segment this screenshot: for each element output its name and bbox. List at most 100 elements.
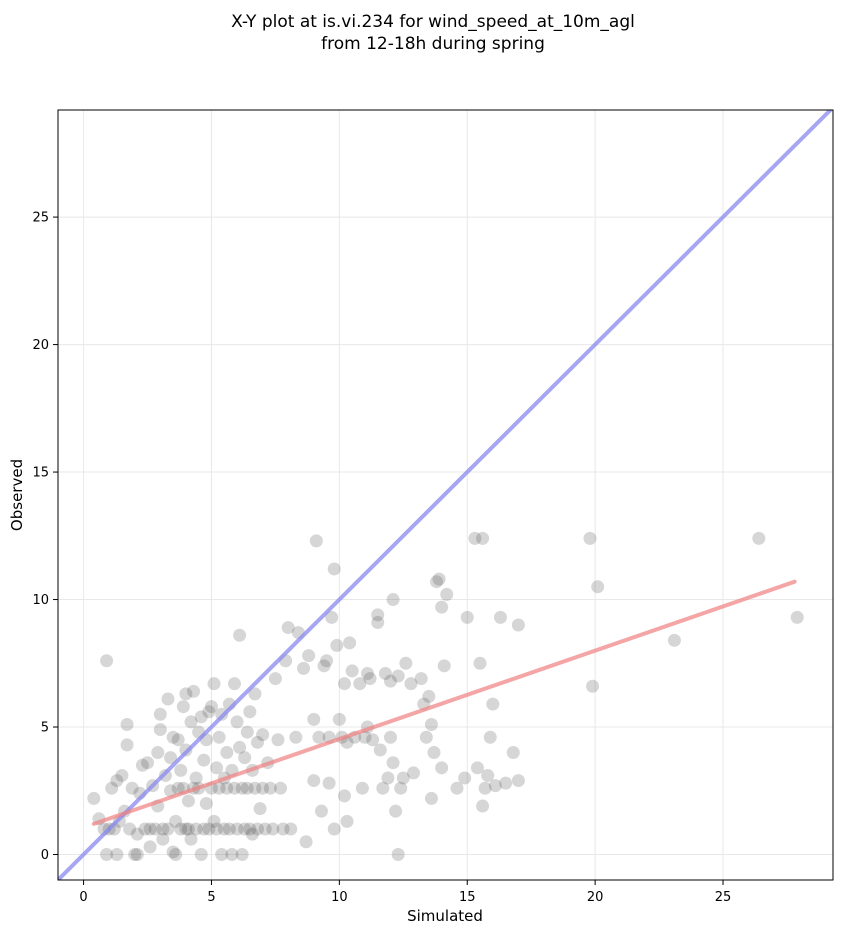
x-tick-label: 5 (207, 890, 215, 905)
data-point (87, 791, 101, 805)
data-point (399, 656, 413, 670)
data-point (386, 756, 400, 770)
data-point (251, 735, 265, 749)
data-point (187, 684, 201, 698)
data-point (222, 822, 236, 836)
data-point (215, 848, 229, 862)
y-tick-label: 10 (32, 593, 49, 608)
data-point (202, 822, 216, 836)
data-point (194, 848, 208, 862)
data-point (181, 794, 195, 808)
y-axis-label: Observed (8, 459, 26, 531)
data-point (233, 740, 247, 754)
data-point (248, 781, 262, 795)
data-point (419, 730, 433, 744)
data-point (312, 730, 326, 744)
data-point (248, 687, 262, 701)
y-tick-label: 15 (32, 466, 49, 481)
data-point (207, 814, 221, 828)
data-point (143, 822, 157, 836)
data-point (243, 822, 257, 836)
data-point (427, 746, 441, 760)
data-point (100, 848, 114, 862)
y-tick-label: 0 (41, 848, 49, 863)
plot-frame (57, 109, 834, 881)
data-point (396, 771, 410, 785)
data-point (373, 743, 387, 757)
data-point (207, 677, 221, 691)
data-point (481, 768, 495, 782)
data-point (281, 621, 295, 635)
data-point (366, 733, 380, 747)
data-point (499, 776, 513, 790)
data-point (202, 705, 216, 719)
x-tick-label: 15 (459, 890, 476, 905)
data-point (330, 638, 344, 652)
data-point (386, 593, 400, 607)
data-point (363, 672, 377, 686)
data-point (161, 822, 175, 836)
chart-title-line-1: X-Y plot at is.vi.234 for wind_speed_at_… (231, 12, 635, 32)
data-point (384, 674, 398, 688)
data-point (268, 672, 282, 686)
data-point (174, 822, 188, 836)
data-point (225, 848, 239, 862)
data-point (371, 615, 385, 629)
data-point (435, 761, 449, 775)
data-point (235, 848, 249, 862)
data-point (376, 781, 390, 795)
data-point (251, 822, 265, 836)
data-point (153, 723, 167, 737)
data-point (238, 822, 252, 836)
data-point (667, 633, 681, 647)
data-point (227, 781, 241, 795)
data-point (100, 654, 114, 668)
data-point (460, 610, 474, 624)
data-point (199, 797, 213, 811)
grid-lines (58, 110, 833, 880)
data-point (450, 781, 464, 795)
data-point (130, 827, 144, 841)
chart-title-line-2: from 12-18h during spring (321, 34, 545, 54)
data-point (164, 751, 178, 765)
data-point (437, 659, 451, 673)
data-point (583, 531, 597, 545)
data-point (493, 610, 507, 624)
data-point (430, 575, 444, 589)
data-point (327, 562, 341, 576)
data-point (591, 580, 605, 594)
data-point (337, 789, 351, 803)
data-point (179, 687, 193, 701)
data-point (217, 822, 231, 836)
data-point (171, 781, 185, 795)
data-point (240, 725, 254, 739)
data-point (488, 779, 502, 793)
data-point (230, 715, 244, 729)
data-point (476, 799, 490, 813)
data-point (263, 781, 277, 795)
data-point (468, 531, 482, 545)
data-point (176, 700, 190, 714)
data-point (343, 636, 357, 650)
data-point (179, 822, 193, 836)
data-point (169, 848, 183, 862)
data-point (506, 746, 520, 760)
data-point (284, 822, 298, 836)
data-point (141, 756, 155, 770)
data-point (120, 738, 134, 752)
data-point (407, 766, 421, 780)
data-point (227, 677, 241, 691)
data-point (212, 781, 226, 795)
data-point (235, 781, 249, 795)
data-point (189, 822, 203, 836)
data-point (440, 587, 454, 601)
data-point (151, 746, 165, 760)
data-point (435, 600, 449, 614)
data-point (181, 822, 195, 836)
data-point (340, 814, 354, 828)
data-point (184, 832, 198, 846)
x-tick-label: 0 (79, 890, 87, 905)
reference-lines (58, 110, 833, 880)
data-point (256, 781, 270, 795)
x-axis-label: Simulated (407, 907, 483, 925)
